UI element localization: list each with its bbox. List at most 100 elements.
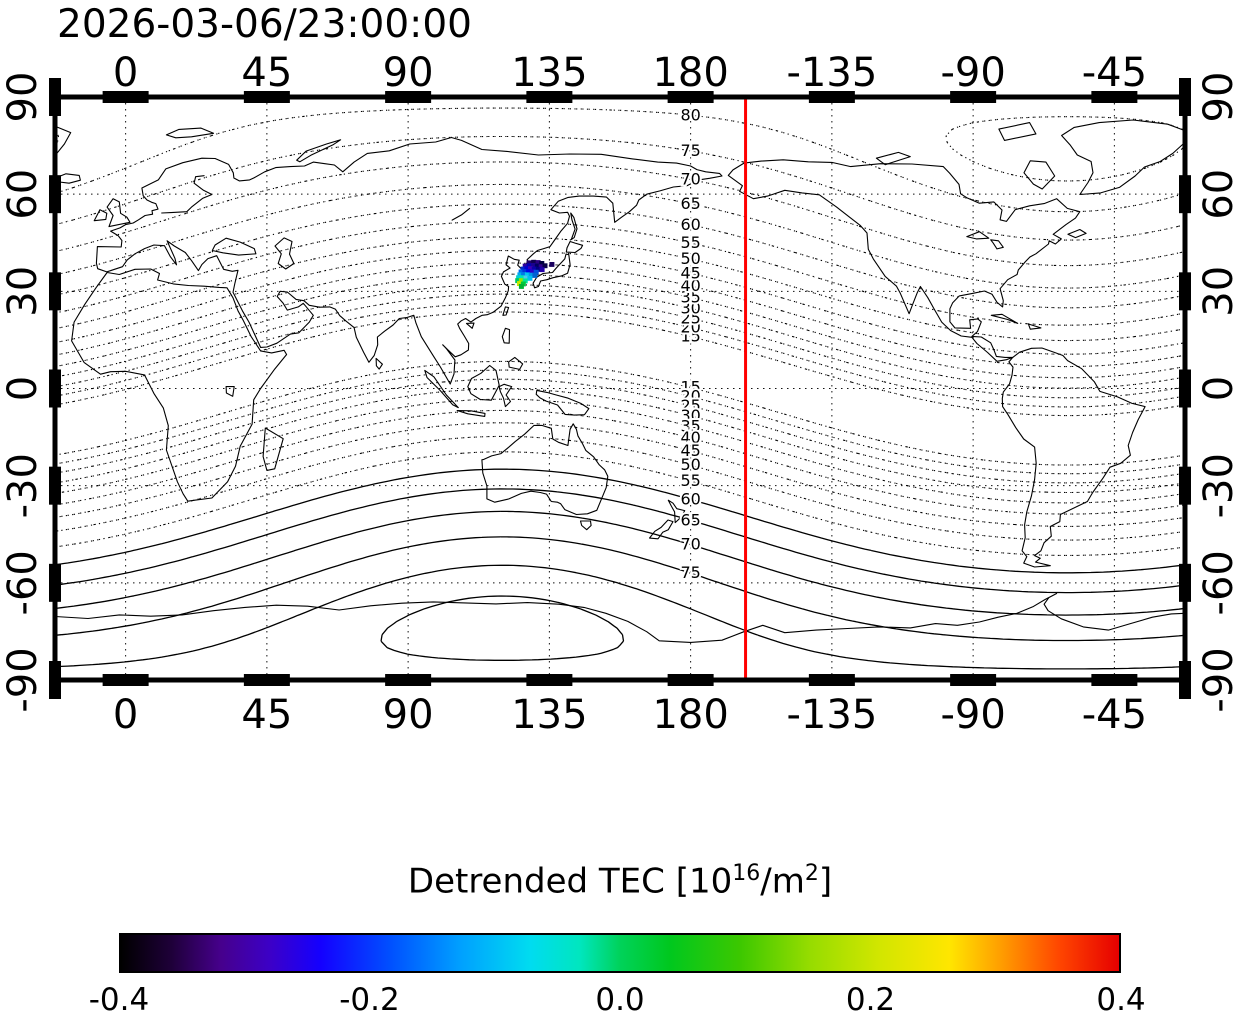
tec-cell: [526, 263, 532, 269]
contour-line--15: [55, 360, 1185, 466]
coastline-newfoundland: [1067, 228, 1087, 239]
colorbar-title: Detrended TEC [1016/m2]: [0, 861, 1240, 901]
contour-label: 25: [680, 396, 700, 415]
tick-bar-top: [102, 91, 149, 103]
tick-bar-bottom: [667, 674, 714, 686]
contour-label: 25: [680, 308, 700, 327]
coastline-victoria-island: [875, 151, 911, 166]
lon-tick-label-bottom: 135: [511, 692, 587, 738]
contour-label: 80: [680, 105, 700, 124]
coastline-lake-michigan-huron: [990, 239, 1004, 250]
contour-line--45: [55, 422, 1185, 527]
coastline-japan-hokkaido: [565, 240, 584, 254]
contour-label: 55: [680, 233, 700, 252]
contour-line--40: [55, 409, 1185, 515]
coastline-britain: [106, 198, 131, 228]
lon-tick-label-bottom: 0: [113, 692, 138, 738]
map-content: 1520253035404550556065707580152025303540…: [55, 97, 1185, 680]
contour-label: 65: [680, 194, 700, 213]
coastline-mindanao: [508, 356, 524, 370]
contour-line--75: [55, 536, 1185, 642]
tick-bar-top: [950, 91, 997, 103]
contour-label: 35: [680, 288, 700, 307]
tick-bar-left: [49, 466, 61, 505]
coastline-baffin-island: [1023, 160, 1056, 190]
tec-cell: [523, 275, 529, 281]
contour-line-80: [55, 107, 1185, 213]
tec-cell: [522, 269, 528, 274]
contour-line-60: [55, 203, 1185, 309]
tec-cell: [522, 278, 528, 284]
colorbar-tick-label: 0.4: [1096, 982, 1146, 1018]
contour-label: 60: [680, 489, 700, 508]
colorbar-title-prefix: Detrended TEC [10: [407, 861, 733, 902]
contour-line--65: [55, 488, 1185, 594]
contour-line-15: [55, 311, 1185, 417]
lon-tick-label-bottom: -90: [940, 692, 1005, 738]
colorbar-title-mid: /m: [760, 861, 805, 902]
tec-cell: [516, 275, 522, 281]
colorbar-tick-label: -0.2: [339, 982, 400, 1018]
tec-cell: [524, 266, 530, 272]
tec-cell: [534, 263, 540, 269]
contour-line--85: [380, 595, 625, 661]
contour-line--60: [55, 468, 1185, 574]
lat-tick-label-left: -60: [0, 550, 46, 615]
timestamp-title: 2026-03-06/23:00:00: [57, 2, 472, 47]
lat-tick-label-left: -90: [0, 647, 46, 712]
contour-label: 45: [680, 441, 700, 460]
contour-label: 15: [680, 327, 700, 346]
coastline-ireland: [93, 209, 108, 222]
colorbar-gradient: [119, 933, 1121, 973]
contour-line-70: [55, 161, 1185, 267]
contour-line-35: [55, 273, 1185, 379]
tick-bar-bottom: [950, 674, 997, 686]
coastline-taiwan: [502, 306, 510, 316]
contour-label: 65: [680, 510, 700, 529]
tick-bar-top: [1091, 91, 1138, 103]
coastline-hispaniola: [1027, 323, 1042, 330]
tec-cell: [518, 284, 524, 289]
lon-tick-label-top: -45: [1082, 50, 1147, 96]
tick-bar-bottom: [385, 674, 432, 686]
contour-line-65: [55, 183, 1185, 289]
lat-tick-label-left: -30: [0, 453, 46, 518]
tick-bar-left: [49, 369, 61, 408]
lon-tick-label-top: 180: [652, 50, 728, 96]
tick-bar-bottom: [808, 674, 855, 686]
colorbar-title-suffix: ]: [818, 861, 833, 902]
tec-cell: [519, 275, 525, 281]
tick-bar-top: [243, 91, 290, 103]
contour-line-20: [55, 302, 1185, 408]
lon-tick-label-bottom: -135: [786, 692, 877, 738]
coastline-sakhalin: [570, 212, 578, 241]
tec-cell: [526, 269, 532, 274]
contour-label: 55: [680, 471, 700, 490]
contour-line--50: [55, 435, 1185, 541]
lon-tick-label-top: 135: [511, 50, 587, 96]
tec-cell: [529, 269, 535, 275]
lat-tick-label-right: -30: [1196, 453, 1240, 518]
tick-bar-top: [667, 91, 714, 103]
tec-cell: [538, 264, 544, 270]
coastline-ellesmere-island: [998, 122, 1037, 141]
coastline-java: [456, 409, 486, 417]
tec-cell: [549, 262, 555, 267]
lon-tick-label-bottom: 45: [241, 692, 292, 738]
coastline-sri-lanka: [375, 357, 383, 370]
tec-cell: [520, 281, 526, 287]
coastline-australia: [481, 423, 609, 516]
tec-cell: [539, 261, 545, 266]
lon-tick-label-bottom: 90: [383, 692, 434, 738]
colorbar-tick-label: -0.4: [88, 982, 150, 1018]
contour-label: 20: [680, 318, 700, 337]
tick-bar-right: [1179, 563, 1191, 602]
contour-label: 30: [680, 406, 700, 425]
tec-cell: [517, 281, 522, 286]
colorbar-tick-label: 0.0: [595, 982, 645, 1018]
contour-line--30: [55, 388, 1185, 494]
lat-tick-label-left: 30: [0, 266, 46, 317]
contour-label: 30: [680, 298, 700, 317]
coastline-north-america: [727, 159, 1081, 362]
